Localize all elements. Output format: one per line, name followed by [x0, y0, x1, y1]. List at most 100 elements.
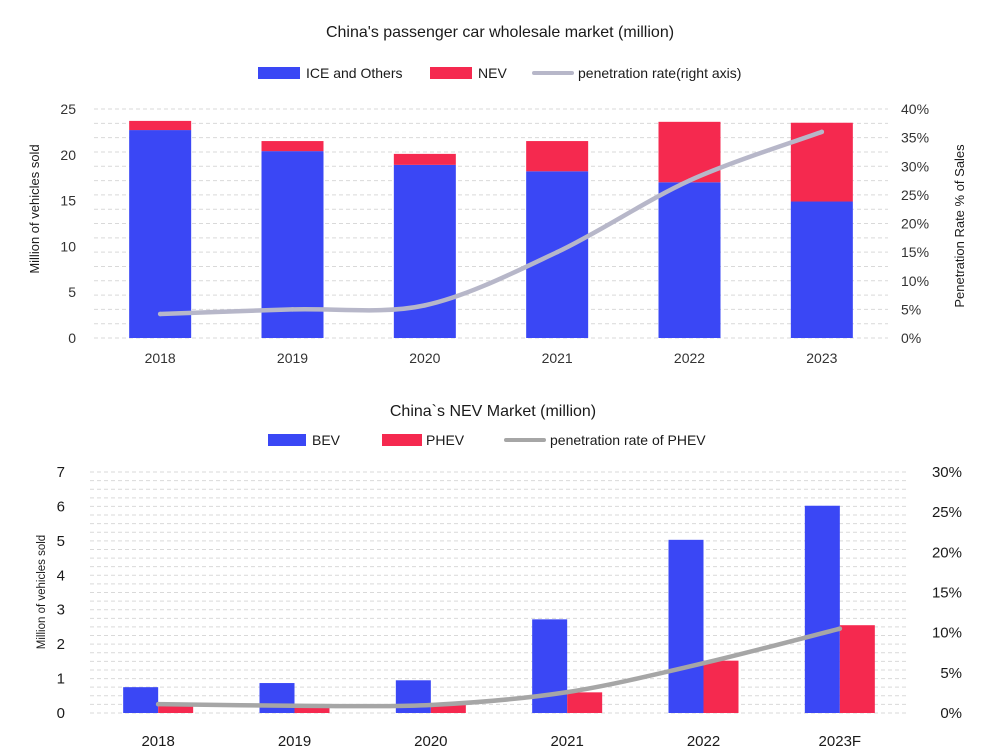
legend-swatch [268, 434, 306, 446]
y-tick-label-left: 0 [68, 330, 76, 346]
legend-label: NEV [478, 65, 507, 81]
legend: BEV PHEV penetration rate of PHEV [268, 432, 706, 448]
bar-bev [532, 619, 568, 713]
line-point [564, 689, 570, 695]
y-tick-label-left: 4 [57, 567, 65, 584]
y-tick-label-left: 20 [60, 147, 76, 163]
line-point [687, 178, 692, 183]
penetration-line [155, 626, 843, 709]
x-tick-label: 2021 [542, 350, 573, 366]
x-tick-label: 2021 [550, 733, 583, 750]
x-tick-labels: 2018 2019 2020 2021 2022 2023F [141, 733, 861, 750]
line-point [554, 249, 560, 255]
y-tick-labels-right: 0% 5% 10% 15% 20% 25% 30% 35% 40% [901, 101, 929, 346]
y-tick-label-right: 15% [901, 244, 929, 260]
chart-passenger-car-market: China's passenger car wholesale market (… [27, 24, 967, 366]
y-tick-labels-right: 0% 5% 10% 15% 20% 25% 30% [932, 464, 962, 722]
bar-nev [261, 141, 324, 152]
bars [123, 505, 875, 713]
y-tick-label-right: 40% [901, 101, 929, 117]
x-tick-label: 2020 [414, 733, 447, 750]
bar-ice-and-others [790, 201, 853, 338]
line-point [837, 626, 843, 631]
y-tick-label-left: 7 [57, 464, 65, 481]
y-tick-labels-left: 0 1 2 3 4 5 6 7 [57, 464, 65, 722]
y-tick-label-right: 5% [940, 665, 962, 682]
bar-phev [294, 705, 330, 713]
bar-bev [259, 683, 295, 713]
bar-ice-and-others [658, 182, 721, 338]
bar-ice-and-others [129, 130, 192, 338]
line-point [701, 660, 706, 666]
legend-label: penetration rate of PHEV [550, 432, 706, 448]
y-tick-label-left: 6 [57, 498, 65, 515]
x-tick-label: 2023F [819, 733, 862, 750]
legend-swatch [382, 434, 422, 446]
chart-title: China`s NEV Market (million) [390, 403, 596, 420]
line-point [292, 703, 297, 709]
bar-phev [703, 660, 739, 713]
y-tick-label-left: 2 [57, 636, 65, 653]
legend-label: ICE and Others [306, 65, 403, 81]
bar-ice-and-others [393, 164, 456, 338]
bar-bev [668, 539, 704, 713]
line-point [155, 701, 161, 707]
line-point [157, 311, 163, 317]
bar-nev [393, 153, 456, 165]
gridlines [94, 108, 888, 339]
y-tick-label-right: 35% [901, 130, 929, 146]
bar-ice-and-others [261, 151, 324, 338]
y-tick-label-right: 30% [932, 464, 962, 481]
penetration-line [157, 129, 825, 317]
y-tick-label-right: 0% [940, 705, 962, 722]
y-tick-label-right: 20% [932, 544, 962, 561]
bar-nev [790, 122, 853, 202]
legend: ICE and Others NEV penetration rate(right … [258, 65, 741, 81]
bar-phev [839, 625, 875, 713]
line-point [422, 303, 428, 308]
gridlines [90, 471, 908, 714]
x-tick-label: 2019 [277, 350, 308, 366]
legend-label: BEV [312, 432, 341, 448]
y-tick-label-left: 0 [57, 705, 65, 722]
y-tick-label-left: 25 [60, 101, 76, 117]
y-tick-label-right: 20% [901, 216, 929, 232]
y-axis-label-left: Million of vehicles sold [27, 144, 42, 273]
y-tick-label-left: 3 [57, 602, 65, 619]
x-tick-labels: 2018 2019 2020 2021 2022 2023 [145, 350, 838, 366]
x-tick-label: 2020 [409, 350, 440, 366]
line-point [428, 702, 434, 708]
y-tick-label-right: 25% [932, 504, 962, 521]
line-point [290, 307, 295, 312]
y-tick-label-right: 10% [901, 273, 929, 289]
x-tick-label: 2019 [278, 733, 311, 750]
x-tick-label: 2022 [687, 733, 720, 750]
chart-nev-market: China`s NEV Market (million) BEV PHEV pene… [36, 403, 962, 750]
y-tick-label-left: 5 [57, 533, 65, 550]
bar-phev [430, 703, 466, 713]
x-tick-label: 2022 [674, 350, 705, 366]
y-axis-label-left: Million of vehicles sold [36, 535, 48, 649]
bar-bev [123, 687, 159, 713]
x-tick-label: 2018 [141, 733, 174, 750]
y-tick-label-left: 5 [68, 284, 76, 300]
legend-label: PHEV [426, 432, 465, 448]
legend-label: penetration rate(right axis) [578, 65, 741, 81]
y-tick-label-left: 15 [60, 193, 76, 209]
y-tick-label-right: 30% [901, 158, 929, 174]
y-axis-label-right: Penetration Rate % of Sales [952, 144, 967, 308]
bar-phev [158, 704, 194, 713]
bar-nev [129, 120, 192, 131]
bar-ice-and-others [526, 171, 589, 338]
series-line [155, 626, 843, 709]
y-tick-labels-left: 0 5 10 15 20 25 [60, 101, 76, 346]
bar-nev [526, 141, 589, 172]
x-tick-label: 2018 [145, 350, 176, 366]
y-tick-label-right: 25% [901, 187, 929, 203]
y-tick-label-right: 0% [901, 330, 921, 346]
x-tick-label: 2023 [806, 350, 837, 366]
y-tick-label-left: 10 [60, 238, 76, 254]
y-tick-label-left: 1 [57, 671, 65, 688]
bar-phev [567, 692, 603, 713]
line-point [819, 129, 825, 135]
